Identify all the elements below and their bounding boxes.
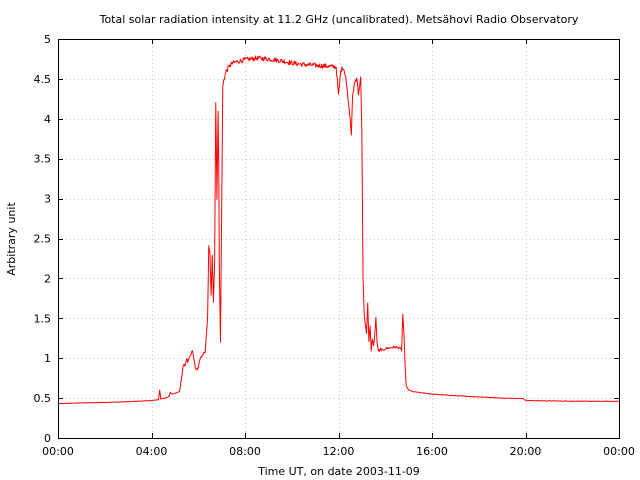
x-tick-label: 12:00 xyxy=(323,445,355,458)
y-tick-label: 0.5 xyxy=(34,392,52,405)
x-tick-label: 04:00 xyxy=(136,445,168,458)
y-tick-label: 4.5 xyxy=(34,73,52,86)
x-tick-label: 00:00 xyxy=(42,445,74,458)
y-tick-label: 2.5 xyxy=(34,233,52,246)
y-tick-label: 1.5 xyxy=(34,312,52,325)
x-tick-label: 20:00 xyxy=(510,445,542,458)
y-tick-label: 2 xyxy=(44,272,51,285)
y-tick-label: 5 xyxy=(44,33,51,46)
y-tick-label: 3.5 xyxy=(34,153,52,166)
x-tick-label: 08:00 xyxy=(229,445,261,458)
y-tick-label: 0 xyxy=(44,432,51,445)
y-tick-label: 1 xyxy=(44,352,51,365)
y-tick-label: 3 xyxy=(44,193,51,206)
y-tick-label: 4 xyxy=(44,113,51,126)
x-tick-label: 16:00 xyxy=(416,445,448,458)
tick-layer: 00:00 04:00 08:00 12:00 16:00 20:00 00:0000.51… xyxy=(34,33,635,458)
x-tick-label: 00:00 xyxy=(603,445,635,458)
plot-frame xyxy=(58,39,620,439)
chart-title: Total solar radiation intensity at 11.2 … xyxy=(99,13,579,26)
series-line xyxy=(57,55,620,405)
grid-layer xyxy=(58,39,619,438)
y-axis-label: Arbitrary unit xyxy=(5,202,18,276)
x-axis-label: Time UT, on date 2003-11-09 xyxy=(257,465,420,478)
series-layer xyxy=(57,55,620,405)
